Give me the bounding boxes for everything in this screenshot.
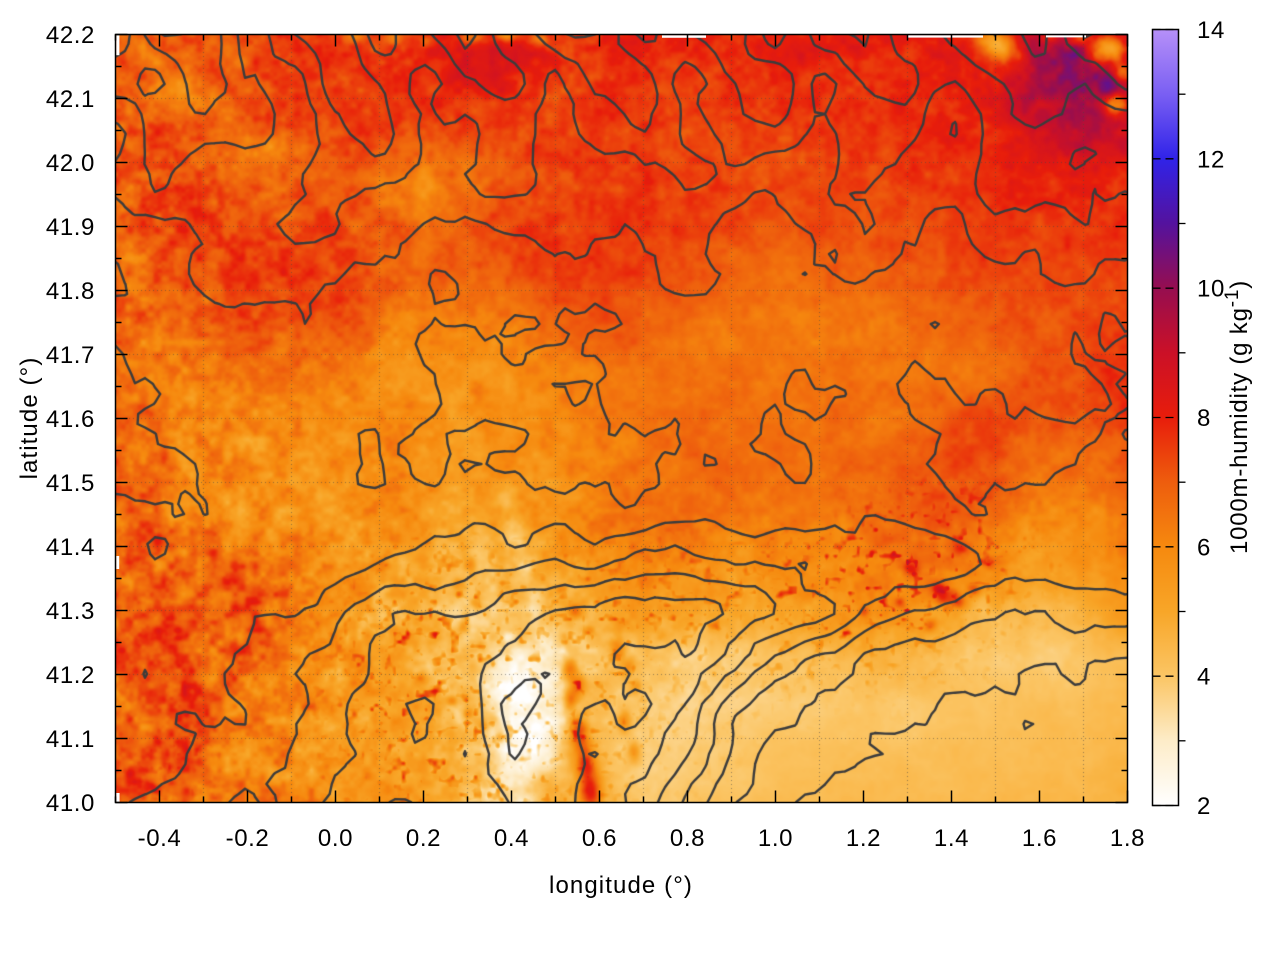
svg-text:latitude (°): latitude (°) [16,357,43,480]
svg-text:6: 6 [1197,534,1211,561]
svg-text:10: 10 [1197,276,1225,303]
svg-text:41.5: 41.5 [46,470,95,497]
svg-text:41.3: 41.3 [46,598,95,625]
svg-text:41.9: 41.9 [46,214,95,241]
svg-text:41.1: 41.1 [46,726,95,753]
svg-text:14: 14 [1197,17,1225,44]
svg-text:longitude (°): longitude (°) [549,872,693,899]
svg-text:41.0: 41.0 [46,790,95,817]
svg-text:4: 4 [1197,664,1211,691]
svg-text:41.4: 41.4 [46,534,95,561]
svg-text:41.7: 41.7 [46,342,95,369]
svg-text:1000m-humidity (g kg-1): 1000m-humidity (g kg-1) [1222,280,1253,554]
svg-text:-0.4: -0.4 [138,825,182,852]
svg-text:0.2: 0.2 [406,825,441,852]
svg-text:41.2: 41.2 [46,662,95,689]
svg-text:1.0: 1.0 [758,825,793,852]
svg-text:41.8: 41.8 [46,278,95,305]
svg-text:2: 2 [1197,793,1211,820]
svg-text:42.2: 42.2 [46,22,95,49]
svg-text:1.8: 1.8 [1110,825,1145,852]
svg-text:41.6: 41.6 [46,406,95,433]
svg-text:1.4: 1.4 [934,825,969,852]
svg-text:42.1: 42.1 [46,86,95,113]
svg-text:12: 12 [1197,146,1225,173]
svg-text:-0.2: -0.2 [226,825,270,852]
svg-text:42.0: 42.0 [46,150,95,177]
svg-text:1.6: 1.6 [1022,825,1057,852]
svg-text:0.4: 0.4 [494,825,529,852]
svg-text:0.6: 0.6 [582,825,617,852]
svg-text:8: 8 [1197,405,1211,432]
svg-text:0.0: 0.0 [318,825,353,852]
svg-text:1.2: 1.2 [846,825,881,852]
svg-text:0.8: 0.8 [670,825,705,852]
